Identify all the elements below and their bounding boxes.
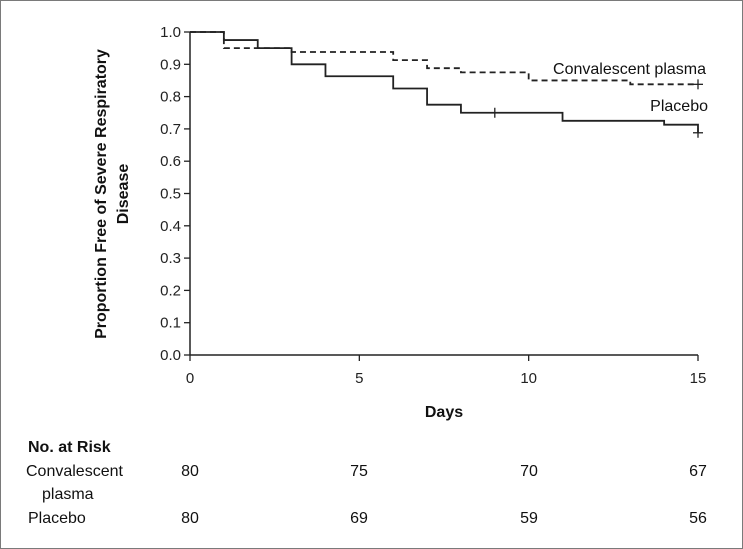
legend-label-placebo: Placebo bbox=[650, 98, 708, 115]
x-axis-title: Days bbox=[425, 404, 463, 421]
y-tick-label: 0.5 bbox=[160, 186, 181, 203]
risk-row-label-placebo: Placebo bbox=[28, 510, 86, 527]
y-tick-label: 0.4 bbox=[160, 218, 181, 235]
y-tick-label: 1.0 bbox=[160, 24, 181, 41]
y-tick-label: 0.2 bbox=[160, 282, 181, 299]
risk-table-heading: No. at Risk bbox=[28, 439, 111, 456]
x-tick-label: 15 bbox=[690, 370, 707, 387]
y-tick-label: 0.8 bbox=[160, 89, 181, 106]
y-tick-label: 0.1 bbox=[160, 315, 181, 332]
risk-value: 75 bbox=[350, 463, 368, 480]
risk-value: 70 bbox=[520, 463, 538, 480]
risk-row-label-convalescent-line-2: plasma bbox=[42, 486, 94, 503]
risk-value: 80 bbox=[181, 463, 199, 480]
survival-curves bbox=[190, 31, 703, 138]
series-line-placebo bbox=[190, 31, 699, 133]
risk-value: 67 bbox=[689, 463, 707, 480]
y-axis-title-line-1: Proportion Free of Severe Respiratory bbox=[93, 49, 110, 339]
risk-value: 56 bbox=[689, 510, 707, 527]
risk-value: 59 bbox=[520, 510, 538, 527]
y-tick-label: 0.6 bbox=[160, 153, 181, 170]
x-tick-label: 10 bbox=[520, 370, 537, 387]
risk-row-label-convalescent-line-1: Convalescent bbox=[26, 463, 124, 480]
y-ticks: 0.0 0.1 0.2 0.3 0.4 0.5 0.6 0.7 0.8 0.9 1.0 bbox=[160, 24, 190, 364]
legend-label-convalescent-plasma: Convalescent plasma bbox=[553, 61, 706, 78]
x-ticks: 0 5 10 15 bbox=[186, 355, 707, 387]
risk-value: 69 bbox=[350, 510, 368, 527]
y-axis-title-line-2: Disease bbox=[115, 164, 132, 225]
risk-value: 80 bbox=[181, 510, 199, 527]
y-tick-label: 0.9 bbox=[160, 56, 181, 73]
x-tick-label: 0 bbox=[186, 370, 194, 387]
y-tick-label: 0.7 bbox=[160, 121, 181, 138]
x-tick-label: 5 bbox=[355, 370, 363, 387]
y-tick-label: 0.0 bbox=[160, 347, 181, 364]
y-tick-label: 0.3 bbox=[160, 250, 181, 267]
